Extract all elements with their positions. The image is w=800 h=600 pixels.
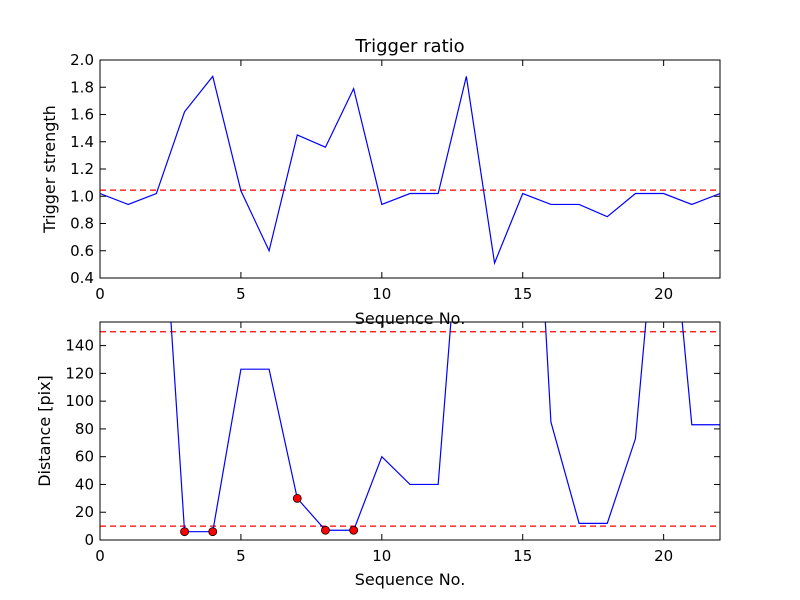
data-point-marker [321, 525, 330, 535]
x-tick-label: 20 [654, 547, 673, 565]
y-tick-label: 0.6 [70, 242, 94, 260]
y-tick-label: 120 [65, 364, 94, 382]
x-tick-label: 15 [513, 285, 532, 303]
data-point-marker [292, 493, 302, 503]
axes-frame [99, 321, 721, 541]
y-tick-label: 0.8 [70, 215, 94, 233]
y-tick-label: 0 [84, 531, 94, 549]
y-tick-label: 40 [75, 475, 94, 493]
x-tick-label: 5 [236, 285, 246, 303]
x-tick-label: 10 [372, 547, 391, 565]
x-tick-label: 0 [95, 285, 105, 303]
x-tick-label: 0 [95, 547, 105, 565]
plot-content [100, 322, 720, 537]
data-point-marker [180, 527, 189, 537]
trigger-ratio-panel: Trigger ratio Sequence No. Trigger stren… [40, 36, 721, 328]
y-axis-label: Trigger strength [40, 105, 59, 234]
chart-title: Trigger ratio [354, 36, 464, 57]
x-tick-label: 5 [236, 547, 246, 565]
y-tick-label: 60 [75, 448, 94, 466]
y-tick-label: 140 [65, 337, 94, 355]
x-tick-label: 10 [372, 285, 391, 303]
plot-area: 0 5 10 15 20 0.4 0.6 0.8 1.0 1.2 1.4 1.6 1.8 2.0 [70, 51, 721, 303]
distance-panel: Sequence No. Distance [pix] 0 5 10 15 20 0 20 4… [35, 321, 721, 589]
y-axis-label: Distance [pix] [35, 375, 54, 487]
x-tick-label: 15 [513, 547, 532, 565]
data-point-marker [208, 527, 218, 537]
y-tick-label: 1.8 [70, 78, 94, 96]
x-axis-label: Sequence No. [355, 570, 466, 589]
y-tick-label: 20 [75, 503, 94, 521]
x-tick-label: 20 [654, 285, 673, 303]
y-tick-label: 80 [75, 420, 94, 438]
plot-area: 0 5 10 15 20 0 20 40 60 80 100 120 140 [65, 321, 721, 565]
data-point-marker [349, 525, 359, 535]
series-line [170, 322, 720, 533]
y-tick-label: 1.4 [70, 133, 94, 151]
y-tick-label: 0.4 [70, 269, 94, 287]
y-tick-label: 1.6 [70, 106, 94, 124]
y-tick-label: 1.0 [70, 187, 94, 205]
x-axis-label: Sequence No. [355, 309, 466, 328]
y-tick-label: 1.2 [70, 160, 94, 178]
series-line [100, 75, 720, 266]
y-tick-label: 100 [65, 392, 94, 410]
plot-content [100, 75, 720, 266]
y-tick-label: 2.0 [70, 51, 94, 69]
